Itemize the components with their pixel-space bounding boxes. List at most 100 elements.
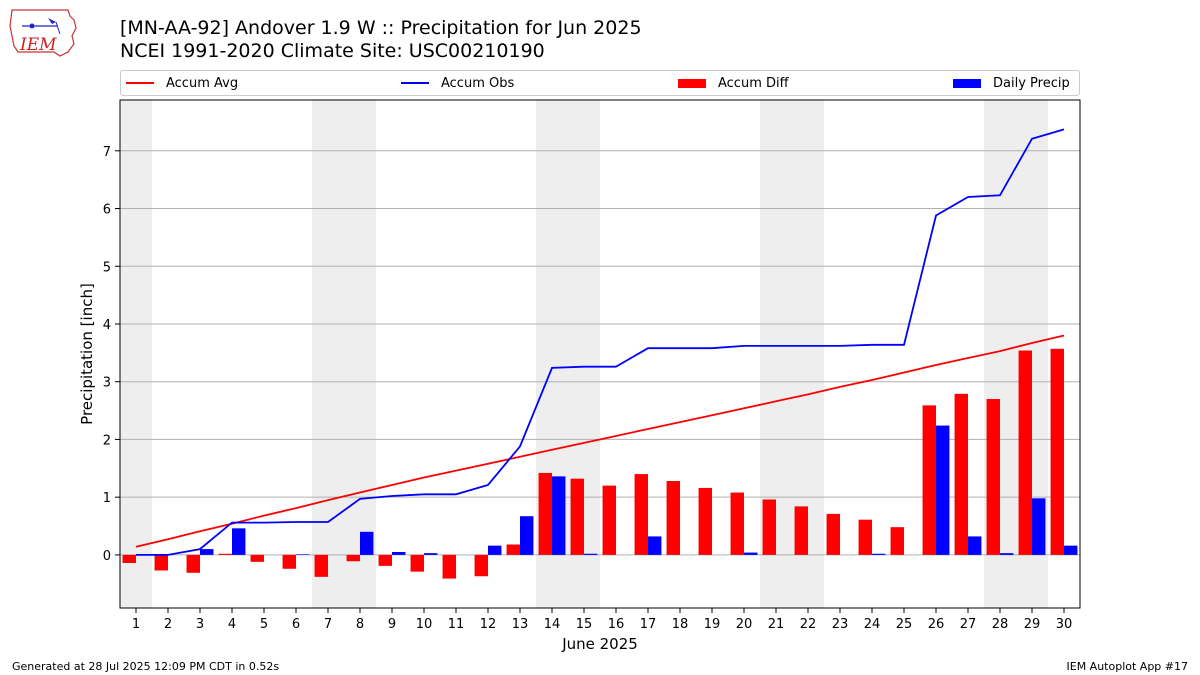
- legend-item-accum-obs: Accum Obs: [401, 74, 514, 92]
- x-tick-label-3: 3: [196, 617, 204, 632]
- bar-accum-diff-8: [346, 554, 360, 562]
- bar-daily-precip-17: [648, 536, 662, 555]
- legend-label-accum-diff: Accum Diff: [718, 75, 789, 91]
- x-tick-label-21: 21: [768, 617, 785, 632]
- x-tick-label-1: 1: [132, 617, 140, 632]
- bar-accum-diff-2: [154, 554, 168, 571]
- bar-accum-diff-27: [954, 393, 968, 555]
- legend-item-accum-avg: Accum Avg: [126, 74, 238, 92]
- bar-daily-precip-6: [296, 554, 310, 555]
- bar-daily-precip-28: [1000, 553, 1014, 555]
- line-accum-avg: [135, 334, 1065, 548]
- legend-swatch-accum-obs: [401, 82, 429, 84]
- x-tick-label-30: 30: [1056, 617, 1073, 632]
- bar-daily-precip-26: [936, 425, 950, 555]
- bar-daily-precip-30: [1064, 545, 1078, 555]
- chart-title: [MN-AA-92] Andover 1.9 W :: Precipitatio…: [120, 17, 642, 39]
- line-accum-obs: [136, 128, 1065, 556]
- bar-accum-diff-7: [314, 554, 328, 577]
- legend-label-accum-obs: Accum Obs: [441, 75, 515, 91]
- legend-swatch-daily-precip: [953, 78, 981, 88]
- bar-daily-precip-29: [1032, 498, 1046, 555]
- bar-accum-diff-17: [634, 474, 648, 555]
- x-tick-label-16: 16: [608, 617, 625, 632]
- x-tick-label-11: 11: [448, 617, 465, 632]
- x-tick-label-9: 9: [388, 617, 396, 632]
- y-tick-label-7: 7: [103, 145, 111, 160]
- bar-daily-precip-3: [200, 549, 214, 555]
- x-tick-label-27: 27: [960, 617, 977, 632]
- x-axis-label: June 2025: [561, 635, 638, 653]
- bar-accum-diff-23: [826, 513, 840, 555]
- bar-accum-diff-11: [442, 554, 456, 579]
- bar-accum-diff-19: [698, 487, 712, 555]
- plot-frame: [119, 99, 1081, 609]
- bar-accum-diff-18: [666, 481, 680, 555]
- y-tick-label-6: 6: [103, 203, 111, 218]
- x-tick-label-6: 6: [292, 617, 300, 632]
- chart-subtitle: NCEI 1991-2020 Climate Site: USC00210190: [120, 40, 545, 62]
- bar-accum-diff-13: [506, 544, 520, 555]
- bar-accum-diff-24: [858, 519, 872, 555]
- legend-item-daily-precip: Daily Precip: [953, 74, 1070, 92]
- bar-accum-diff-9: [378, 554, 392, 566]
- weekend-band-2: [312, 100, 376, 608]
- legend-swatch-accum-avg: [126, 82, 154, 84]
- y-tick-label-2: 2: [103, 433, 111, 448]
- x-tick-label-20: 20: [736, 617, 753, 632]
- x-tick-label-22: 22: [800, 617, 817, 632]
- bar-accum-diff-22: [794, 506, 808, 555]
- bar-accum-diff-26: [922, 405, 936, 555]
- legend-item-accum-diff: Accum Diff: [678, 74, 789, 92]
- x-tick-label-17: 17: [640, 617, 657, 632]
- x-tick-label-15: 15: [576, 617, 593, 632]
- logo-text: IEM: [19, 35, 57, 55]
- bar-daily-precip-13: [520, 516, 534, 555]
- x-tick-label-24: 24: [864, 617, 881, 632]
- bar-daily-precip-27: [968, 536, 982, 555]
- x-tick-label-29: 29: [1024, 617, 1041, 632]
- iem-logo: IEM: [9, 9, 77, 57]
- bar-accum-diff-30: [1050, 348, 1064, 555]
- bar-accum-diff-5: [250, 554, 264, 562]
- x-tick-label-4: 4: [228, 617, 236, 632]
- weekend-shading: [120, 100, 1048, 608]
- y-tick-label-3: 3: [103, 376, 111, 391]
- bar-daily-precip-10: [424, 553, 438, 555]
- bar-accum-diff-15: [570, 478, 584, 555]
- bar-accum-diff-6: [282, 554, 296, 569]
- legend-label-daily-precip: Daily Precip: [993, 75, 1070, 91]
- x-tick-label-26: 26: [928, 617, 945, 632]
- bar-accum-diff-12: [474, 554, 488, 577]
- x-tick-label-25: 25: [896, 617, 913, 632]
- bar-accum-diff-4: [218, 553, 232, 555]
- bar-accum-diff-28: [986, 399, 1000, 555]
- x-tick-label-2: 2: [164, 617, 172, 632]
- bar-accum-diff-29: [1018, 350, 1032, 555]
- x-tick-label-19: 19: [704, 617, 721, 632]
- legend-swatch-accum-diff: [678, 78, 706, 88]
- bar-daily-precip-20: [744, 552, 758, 555]
- y-tick-label-5: 5: [103, 260, 111, 275]
- x-tick-label-23: 23: [832, 617, 849, 632]
- bar-accum-diff-14: [538, 472, 552, 555]
- bar-daily-precip-8: [360, 531, 374, 555]
- y-tick-label-1: 1: [103, 491, 111, 506]
- bar-accum-diff-10: [410, 554, 424, 572]
- x-tick-label-13: 13: [512, 617, 529, 632]
- chart-legend: Accum Avg Accum Obs Accum Diff Daily Pre…: [120, 70, 1080, 96]
- bar-accum-diff-3: [186, 554, 200, 573]
- x-tick-label-10: 10: [416, 617, 433, 632]
- x-tick-label-7: 7: [324, 617, 332, 632]
- bar-daily-precip-14: [552, 476, 566, 555]
- bars: [122, 348, 1078, 579]
- accum-lines: [135, 128, 1065, 556]
- grid-lines: [120, 150, 1080, 556]
- x-tick-label-8: 8: [356, 617, 364, 632]
- y-tick-label-4: 4: [103, 318, 111, 333]
- weekend-band-1: [120, 100, 152, 608]
- x-tick-label-5: 5: [260, 617, 268, 632]
- x-tick-label-12: 12: [480, 617, 497, 632]
